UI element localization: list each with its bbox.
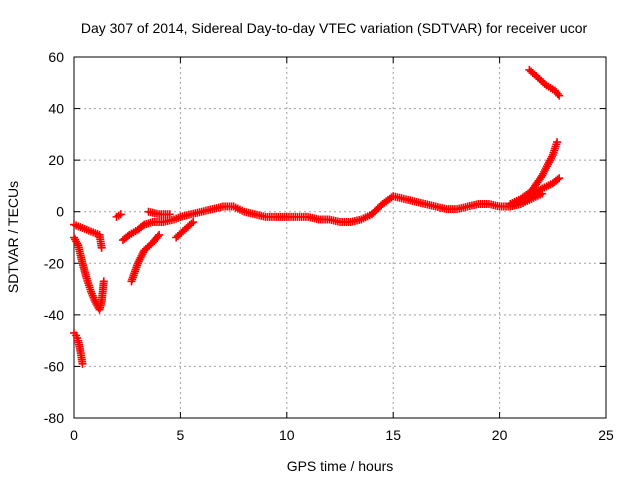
data-point: [155, 230, 164, 239]
data-point: [99, 277, 108, 286]
y-axis-label: SDTVAR / TECUs: [5, 181, 21, 293]
y-tick-label: -20: [44, 255, 64, 271]
y-tick-label: 0: [56, 204, 64, 220]
data-point: [116, 210, 125, 219]
series-arc-c: [70, 328, 87, 368]
x-tick-label: 10: [279, 427, 295, 443]
data-point: [78, 359, 87, 368]
x-tick-label: 20: [492, 427, 508, 443]
series-arc-d: [112, 210, 125, 221]
data-point-fill: [136, 253, 145, 262]
data-point: [133, 259, 142, 268]
data-point-fill: [187, 219, 196, 228]
series-arc-g: [140, 212, 185, 229]
x-tick-label: 0: [70, 427, 78, 443]
data-point: [555, 91, 564, 100]
y-tick-label: -80: [44, 410, 64, 426]
series-arc-a: [70, 220, 106, 252]
data-point-fill: [553, 175, 562, 184]
series-arc-i: [172, 218, 198, 242]
x-tick-label: 25: [598, 427, 614, 443]
x-tick-label: 5: [177, 427, 185, 443]
data-point: [553, 138, 562, 147]
data-point-fill: [134, 257, 143, 266]
chart-title: Day 307 of 2014, Sidereal Day-to-day VTE…: [81, 20, 588, 36]
series-arc-top-right: [525, 65, 564, 100]
x-axis-label: GPS time / hours: [287, 458, 394, 474]
data-point-fill: [137, 251, 146, 260]
data-point-fill: [138, 250, 147, 259]
series-arc-h: [144, 207, 174, 219]
y-tick-label: -60: [44, 358, 64, 374]
y-tick-label: 20: [48, 152, 64, 168]
y-tick-label: -40: [44, 307, 64, 323]
data-point: [97, 243, 106, 252]
series-arc-f: [127, 230, 164, 286]
series-arc-b: [70, 233, 108, 314]
data-point-fill: [553, 89, 562, 98]
x-tick-label: 15: [385, 427, 401, 443]
series-arc-mid-right: [506, 174, 564, 211]
data-point: [189, 218, 198, 227]
y-tick-label: 40: [48, 101, 64, 117]
y-tick-label: 60: [48, 49, 64, 65]
data-point-fill: [153, 232, 162, 241]
series-main-arc: [176, 189, 547, 227]
data-point-fill: [135, 255, 144, 264]
data-point: [165, 210, 174, 219]
data-point: [555, 174, 564, 183]
